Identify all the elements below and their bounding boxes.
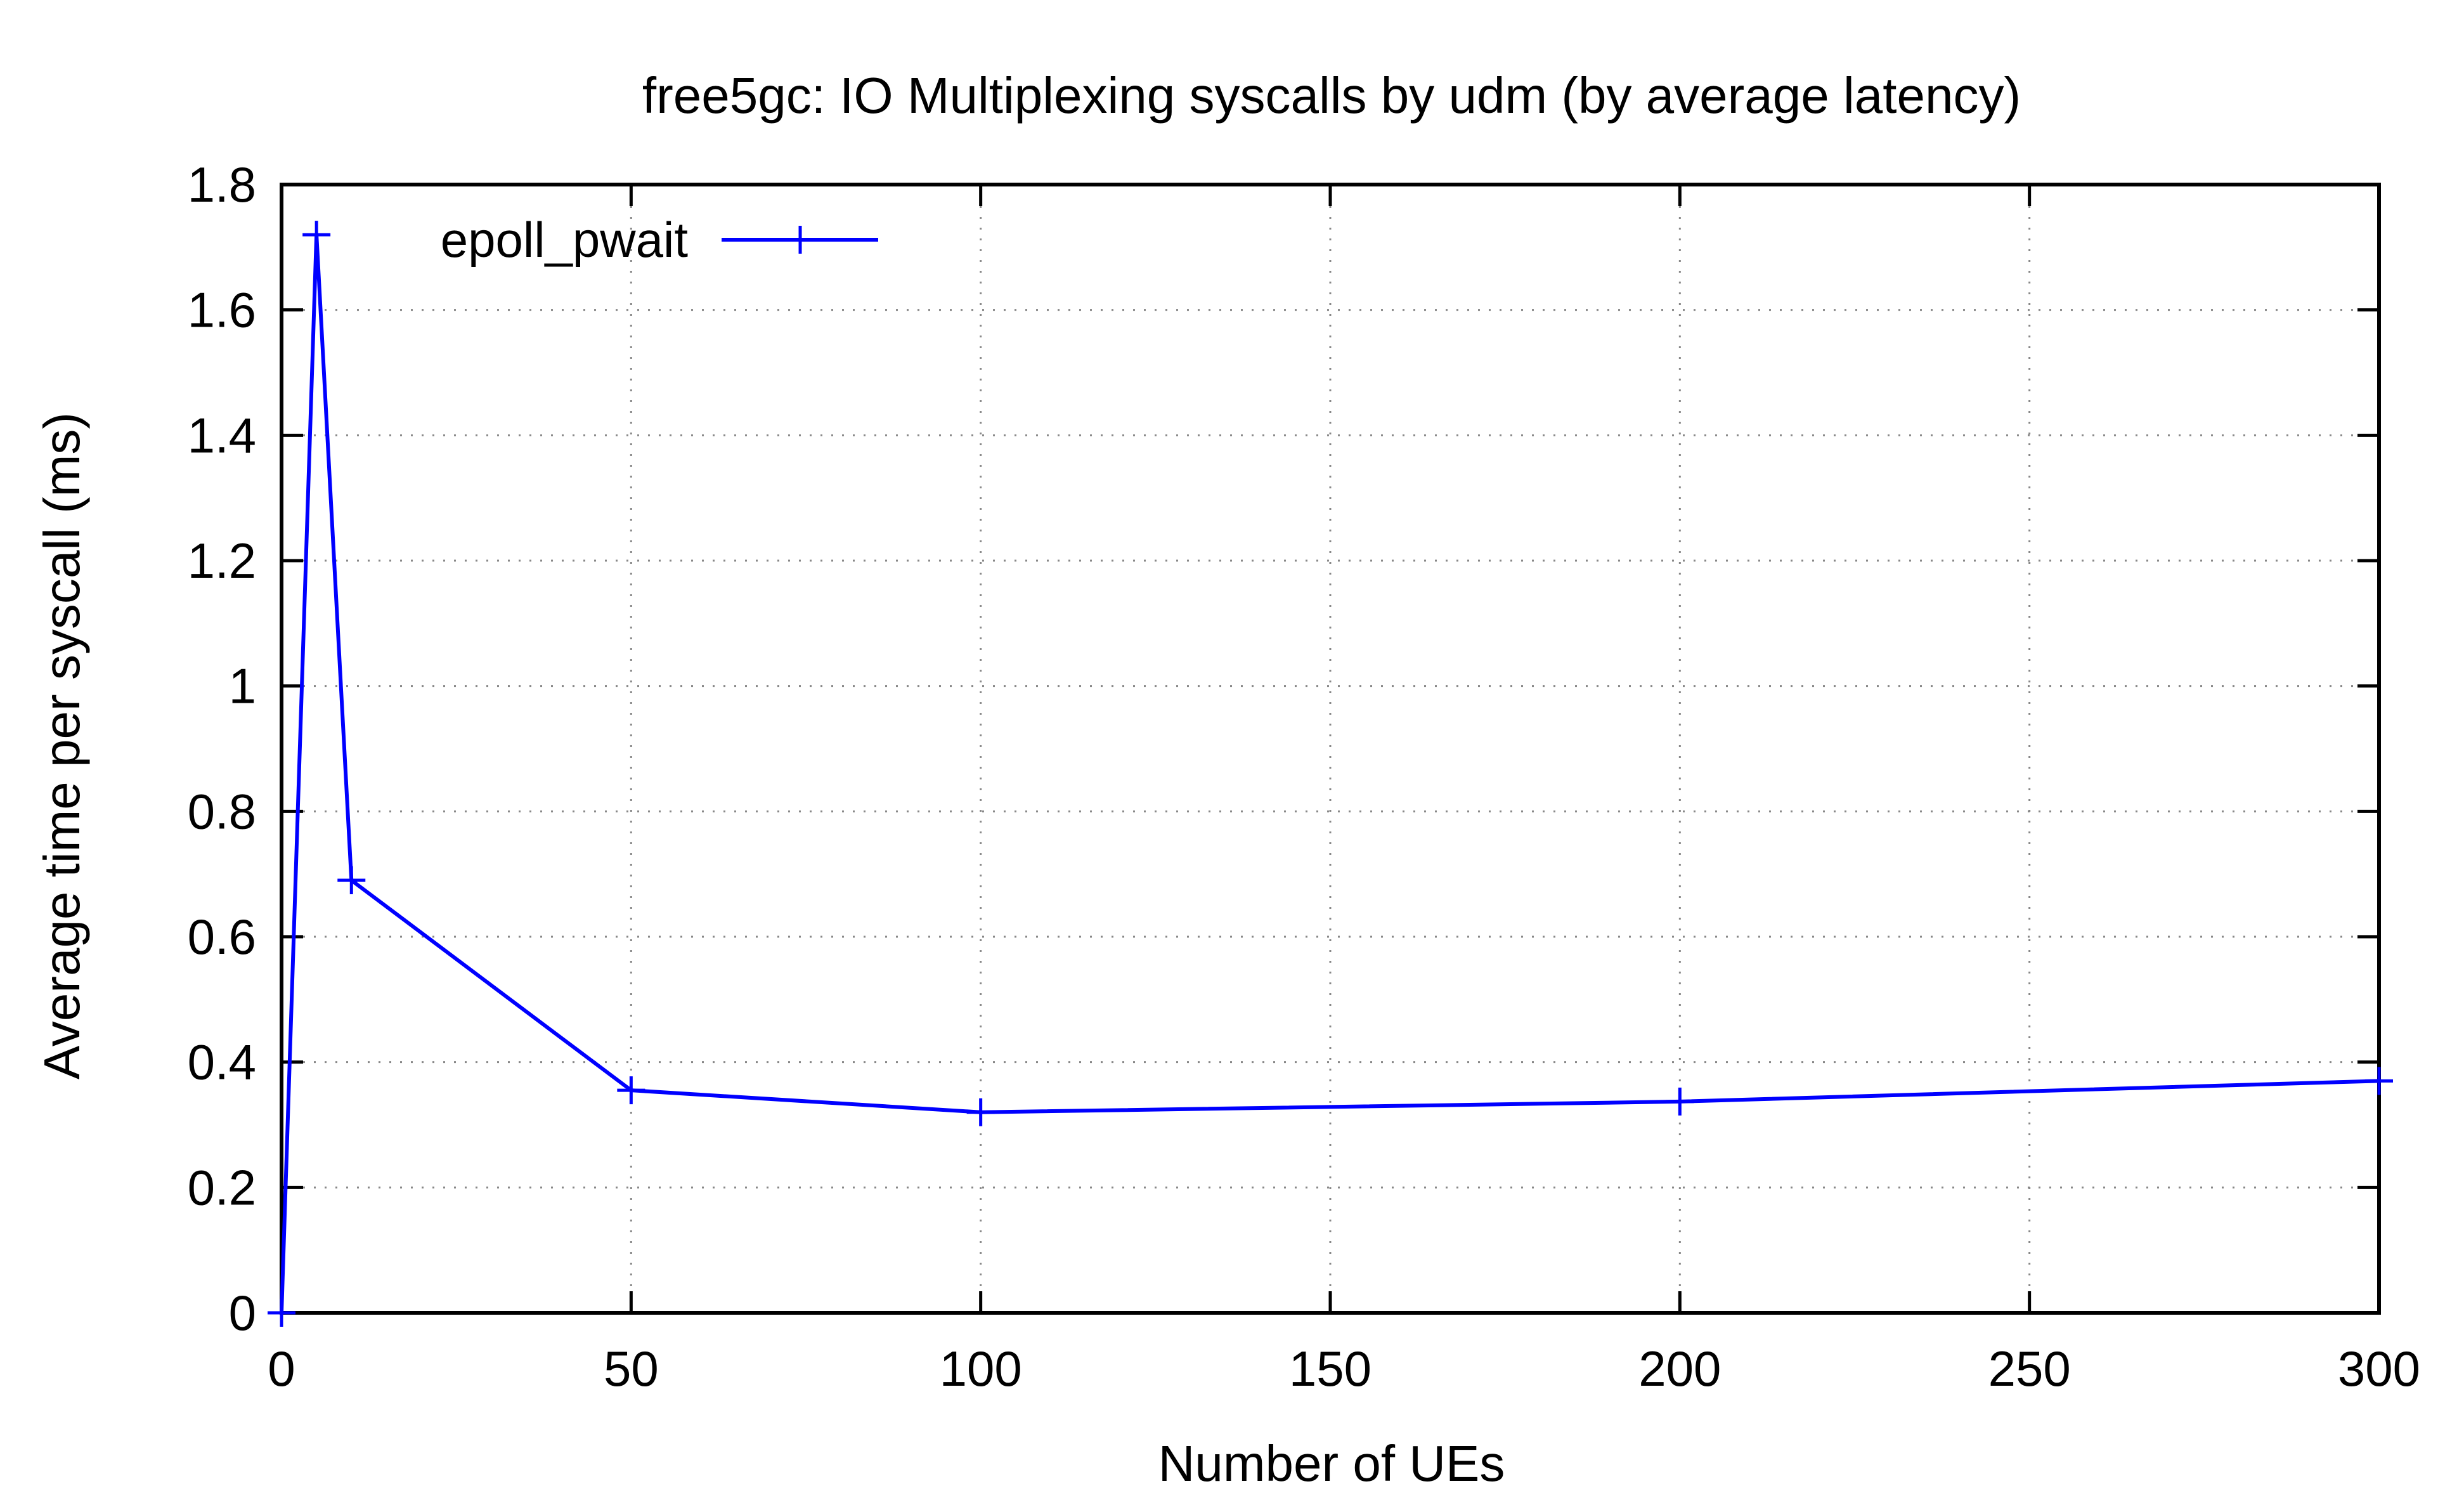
axis-ticks bbox=[280, 183, 2381, 1315]
y-tick-label: 1.4 bbox=[188, 407, 256, 463]
x-tick-label: 300 bbox=[2338, 1341, 2420, 1397]
legend-label-epoll-pwait: epoll_pwait bbox=[441, 212, 689, 268]
x-tick-label: 50 bbox=[604, 1341, 659, 1397]
y-tick-label: 1.8 bbox=[188, 157, 256, 212]
x-tick-label: 100 bbox=[940, 1341, 1022, 1397]
data-point bbox=[268, 1299, 295, 1327]
x-tick-label: 200 bbox=[1638, 1341, 1721, 1397]
x-tick-label: 250 bbox=[1988, 1341, 2071, 1397]
y-tick-label: 0.8 bbox=[188, 783, 256, 839]
data-point bbox=[302, 221, 331, 249]
grid bbox=[282, 185, 2379, 1313]
chart-title: free5gc: IO Multiplexing syscalls by udm… bbox=[642, 67, 2021, 124]
x-tick-label: 0 bbox=[268, 1341, 295, 1397]
series-line-epoll-pwait bbox=[280, 233, 2380, 1313]
y-tick-label: 1.6 bbox=[188, 282, 256, 338]
y-tick-label: 0 bbox=[229, 1285, 256, 1341]
data-point bbox=[337, 866, 366, 895]
y-tick-label: 0.2 bbox=[188, 1159, 256, 1215]
legend: epoll_pwait bbox=[441, 212, 878, 268]
y-tick-label: 1 bbox=[229, 658, 256, 714]
data-point bbox=[1666, 1087, 1694, 1116]
tick-labels: 0 50 100 150 200 250 300 0 0.2 0.4 0.6 0.8 1 1.2 1.4 1.… bbox=[188, 157, 2421, 1397]
x-tick-label: 150 bbox=[1289, 1341, 1371, 1397]
series-layer bbox=[268, 221, 2393, 1327]
data-point bbox=[617, 1076, 645, 1105]
x-axis-title: Number of UEs bbox=[1158, 1435, 1505, 1492]
y-tick-label: 0.4 bbox=[188, 1034, 256, 1090]
data-point bbox=[966, 1098, 995, 1126]
y-tick-label: 1.2 bbox=[188, 533, 256, 589]
legend-marker-epoll-pwait bbox=[786, 226, 814, 254]
plot-frame bbox=[280, 183, 2381, 1315]
y-tick-label: 0.6 bbox=[188, 909, 256, 965]
y-axis-title: Average time per syscall (ms) bbox=[34, 412, 90, 1079]
data-point bbox=[2365, 1067, 2393, 1095]
